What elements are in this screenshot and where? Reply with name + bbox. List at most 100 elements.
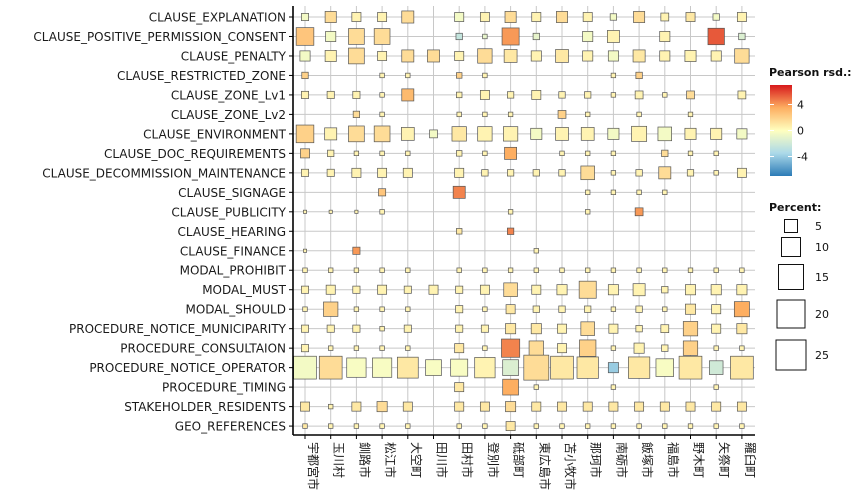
balloon-cell [585, 267, 591, 273]
balloon-cell [401, 127, 415, 141]
balloon-cell [456, 150, 463, 157]
column-label: 飯塚市 [640, 442, 655, 478]
balloon-cell [401, 49, 415, 63]
color-legend-title: Pearson rsd.: [769, 66, 852, 79]
balloon-cell [301, 344, 309, 353]
row-label: CLAUSE_PUBLICITY [171, 205, 286, 219]
column-label: 田川市 [435, 442, 450, 478]
balloon-cell [607, 284, 619, 296]
balloon-cell [403, 324, 412, 333]
balloon-cell [610, 92, 617, 98]
balloon-cell [684, 127, 697, 140]
balloon-cell [376, 401, 388, 413]
balloon-cell [580, 165, 595, 181]
balloon-cell [736, 167, 747, 178]
size-legend-label: 10 [815, 241, 829, 254]
balloon-cell [504, 146, 517, 160]
balloon-cell [352, 90, 361, 99]
row-label: CLAUSE_FINANCE [180, 244, 286, 258]
balloon-cell [713, 267, 719, 273]
balloon-cell [429, 129, 438, 139]
balloon-cell [713, 150, 719, 156]
balloon-cell [659, 401, 670, 412]
balloon-cell [503, 126, 519, 142]
balloon-cell [481, 169, 489, 177]
balloon-cell [655, 358, 674, 377]
balloon-cell [610, 189, 617, 195]
balloon-cell [502, 378, 519, 396]
balloon-cell [482, 150, 488, 156]
balloon-cell [532, 32, 540, 41]
balloon-cell [687, 423, 694, 429]
balloon-cell [405, 423, 411, 429]
balloon-cell [610, 170, 617, 176]
balloon-cell [662, 267, 668, 273]
balloon-cell [482, 345, 488, 351]
balloon-cell [303, 248, 307, 253]
balloon-cell [736, 128, 748, 140]
balloon-cell [379, 72, 385, 79]
balloon-cell [503, 282, 518, 297]
balloon-cell [479, 90, 490, 100]
balloon-cell [582, 12, 593, 22]
row-label: MODAL_SHOULD [185, 303, 286, 317]
balloon-cell [582, 50, 594, 62]
balloon-cell [707, 27, 725, 46]
balloon-cell [530, 323, 542, 335]
balloon-cell [711, 323, 722, 334]
balloon-cell [660, 12, 670, 22]
balloon-cell [454, 343, 465, 354]
balloon-cell [686, 90, 695, 100]
balloon-cell [354, 209, 359, 214]
balloon-cell [712, 13, 720, 21]
column-label: 東広島市 [537, 442, 552, 490]
balloon-cell [556, 11, 568, 23]
balloon-cell [607, 50, 619, 62]
size-legend-label: 5 [815, 220, 822, 233]
balloon-cell [323, 301, 339, 317]
balloon-cell [662, 92, 668, 98]
balloon-cell [710, 284, 722, 296]
balloon-cell [582, 401, 593, 412]
balloon-cell [736, 284, 748, 296]
column-label: 福島市 [666, 442, 681, 478]
balloon-cell [559, 150, 565, 156]
balloon-cell [628, 356, 651, 379]
size-legend-label: 20 [815, 308, 829, 321]
balloon-cell [711, 304, 722, 315]
balloon-cell [477, 48, 493, 64]
balloon-cell [352, 110, 360, 118]
row-label: CLAUSE_DOC_REQUIREMENTS [104, 147, 286, 161]
balloon-cell [328, 423, 334, 429]
color-legend-label: 4 [797, 99, 804, 112]
balloon-cell [482, 306, 488, 312]
balloon-cell [635, 71, 643, 80]
balloon-cell [505, 304, 516, 315]
balloon-cell [301, 90, 309, 99]
balloon-cell [713, 384, 719, 390]
balloon-cell [530, 50, 542, 62]
balloon-cell [607, 127, 620, 140]
balloon-cell [479, 401, 490, 412]
balloon-cell [379, 209, 385, 215]
balloon-cell [396, 356, 419, 379]
balloon-cell [576, 356, 599, 379]
balloon-cell [301, 285, 309, 294]
balloon-cell [351, 401, 362, 412]
balloon-cell [301, 324, 309, 333]
balloon-cell [736, 401, 747, 412]
balloon-cell [427, 49, 440, 63]
balloon-cell [661, 286, 669, 294]
balloon-cell [301, 168, 309, 177]
balloon-cell [610, 72, 617, 79]
balloon-cell [734, 48, 750, 64]
balloon-cell [737, 90, 747, 100]
row-label: MODAL_MUST [202, 283, 286, 297]
balloon-cell [736, 323, 748, 335]
balloon-cell [352, 324, 361, 333]
balloon-cell [456, 91, 463, 99]
balloon-cell [477, 126, 493, 142]
balloon-cell [634, 207, 644, 217]
balloon-cell [533, 267, 539, 273]
column-label: 釧路市 [357, 442, 372, 478]
